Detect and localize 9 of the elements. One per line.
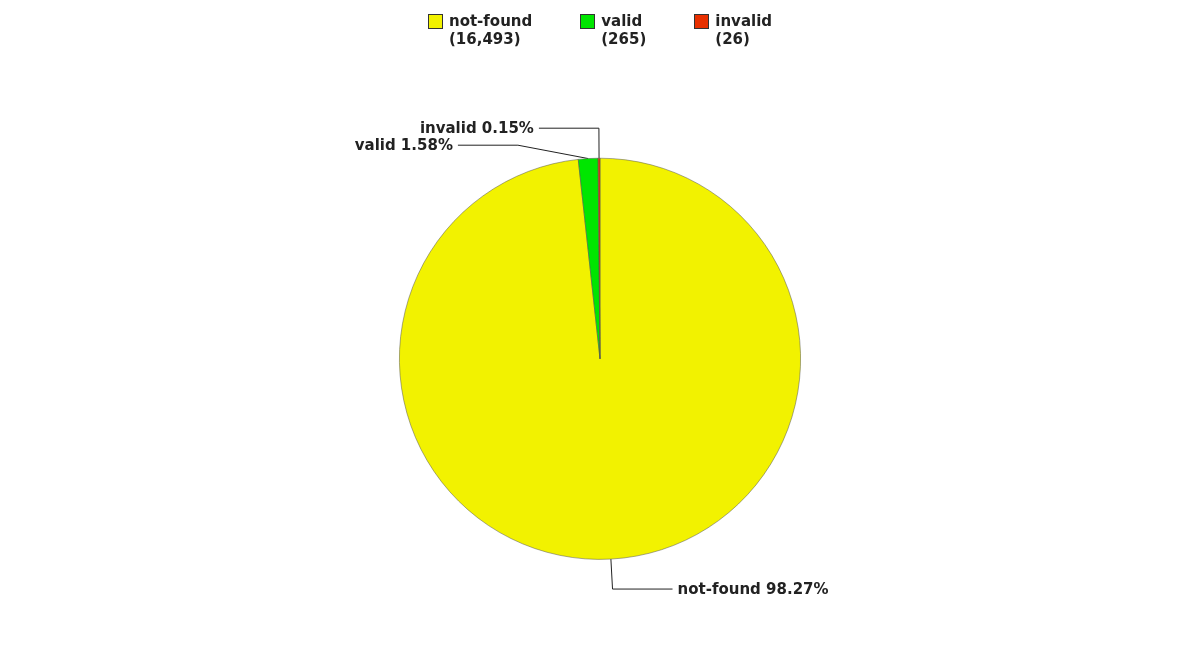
category-label: invalid 0.15%	[419, 119, 534, 138]
category-label: valid 1.58%	[354, 136, 453, 155]
legend-label: invalid	[715, 12, 773, 30]
legend-label: not-found	[448, 12, 533, 30]
text: (26)	[715, 30, 751, 48]
category-label: not-found 98.27%	[677, 580, 829, 599]
legend-label: valid	[601, 12, 644, 30]
text: (16,493)	[448, 30, 522, 48]
text: (265)	[601, 30, 647, 48]
